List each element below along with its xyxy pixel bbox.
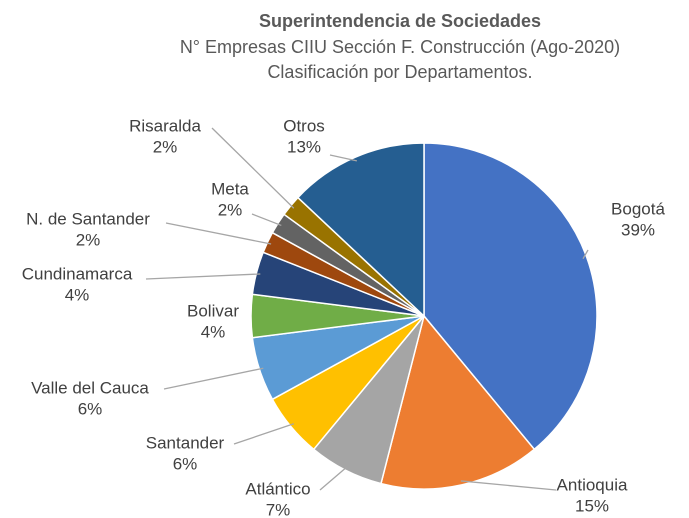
slice-value-label: 7% <box>266 500 291 518</box>
leader-line <box>165 222 272 245</box>
pie-slice <box>380 314 536 490</box>
slice-label: Cundinamarca <box>22 264 133 283</box>
slice-value-label: 4% <box>65 285 90 304</box>
leader-line <box>233 423 294 445</box>
leader-line <box>319 466 348 491</box>
slice-label: Atlántico <box>245 479 310 498</box>
slice-value-label: 6% <box>173 454 198 473</box>
slice-label: Santander <box>146 433 225 452</box>
slice-label: Bogotá <box>611 199 665 218</box>
slice-value-label: 6% <box>78 399 103 418</box>
slice-value-label: 2% <box>218 200 243 219</box>
chart-subtitle: Clasificación por Departamentos. <box>267 62 532 82</box>
leader-line <box>211 127 295 209</box>
slice-value-label: 2% <box>76 230 101 249</box>
slice-value-label: 13% <box>287 137 321 156</box>
slice-label: Risaralda <box>129 116 201 135</box>
slice-label: Otros <box>283 116 325 135</box>
leader-line <box>163 367 264 390</box>
pie-slice <box>423 142 598 451</box>
slice-label: Meta <box>211 179 249 198</box>
slice-value-label: 39% <box>621 220 655 239</box>
leader-line <box>251 213 282 227</box>
slice-label: Antioquia <box>557 475 628 494</box>
leader-line <box>329 154 358 162</box>
slice-label: N. de Santander <box>26 209 150 228</box>
leader-line <box>582 249 589 260</box>
slice-label: Bolivar <box>187 301 239 320</box>
chart-subtitle: N° Empresas CIIU Sección F. Construcción… <box>180 37 620 57</box>
slice-value-label: 4% <box>201 322 226 341</box>
leader-line <box>460 480 557 491</box>
slice-value-label: 15% <box>575 496 609 515</box>
slice-value-label: 2% <box>153 137 178 156</box>
pie-slice <box>296 142 425 318</box>
slice-label: Valle del Cauca <box>31 378 149 397</box>
leader-line <box>145 273 261 280</box>
chart-title: Superintendencia de Sociedades <box>259 11 541 31</box>
